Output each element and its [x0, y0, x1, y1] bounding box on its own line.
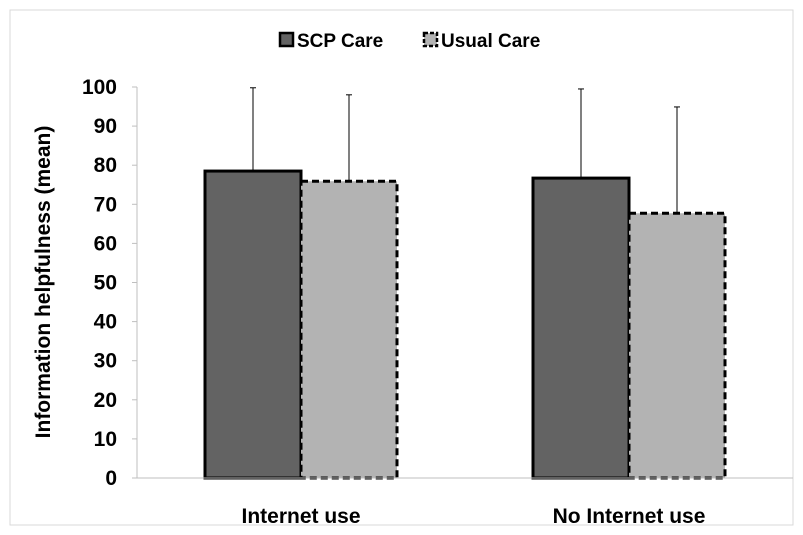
x-category-label: Internet use: [241, 505, 360, 528]
y-tick-label: 0: [105, 467, 117, 490]
y-tick-label: 50: [94, 272, 117, 295]
bar-usual-care-no-internet-use: [627, 211, 727, 480]
y-tick-label: 60: [94, 232, 117, 255]
legend-label: SCP Care: [297, 31, 383, 52]
legend-label: Usual Care: [441, 31, 540, 52]
error-bars-group: [250, 87, 680, 214]
bar-usual-care-internet-use: [299, 179, 399, 480]
bar-scp-care-no-internet-use: [531, 176, 631, 480]
y-tick-label: 40: [94, 311, 117, 334]
legend: SCP Care Usual Care: [278, 31, 540, 52]
y-tick-label: 30: [94, 350, 117, 373]
y-tick-label: 70: [94, 193, 117, 216]
y-tick-label: 20: [94, 389, 117, 412]
bar-scp-care-internet-use: [203, 169, 303, 480]
y-axis-title: Information helpfulness (mean): [32, 126, 55, 439]
x-category-label: No Internet use: [553, 505, 706, 528]
y-tick-label: 10: [94, 428, 117, 451]
x-axis: Internet use No Internet use: [137, 477, 793, 528]
y-tick-label: 90: [94, 115, 117, 138]
legend-swatch: [422, 31, 439, 48]
legend-swatch: [278, 31, 295, 48]
y-axis: 0 10 20 30 40 50 60 70 80 90 100: [82, 76, 138, 490]
y-tick-label: 80: [94, 154, 117, 177]
y-tick-label: 100: [82, 76, 117, 99]
